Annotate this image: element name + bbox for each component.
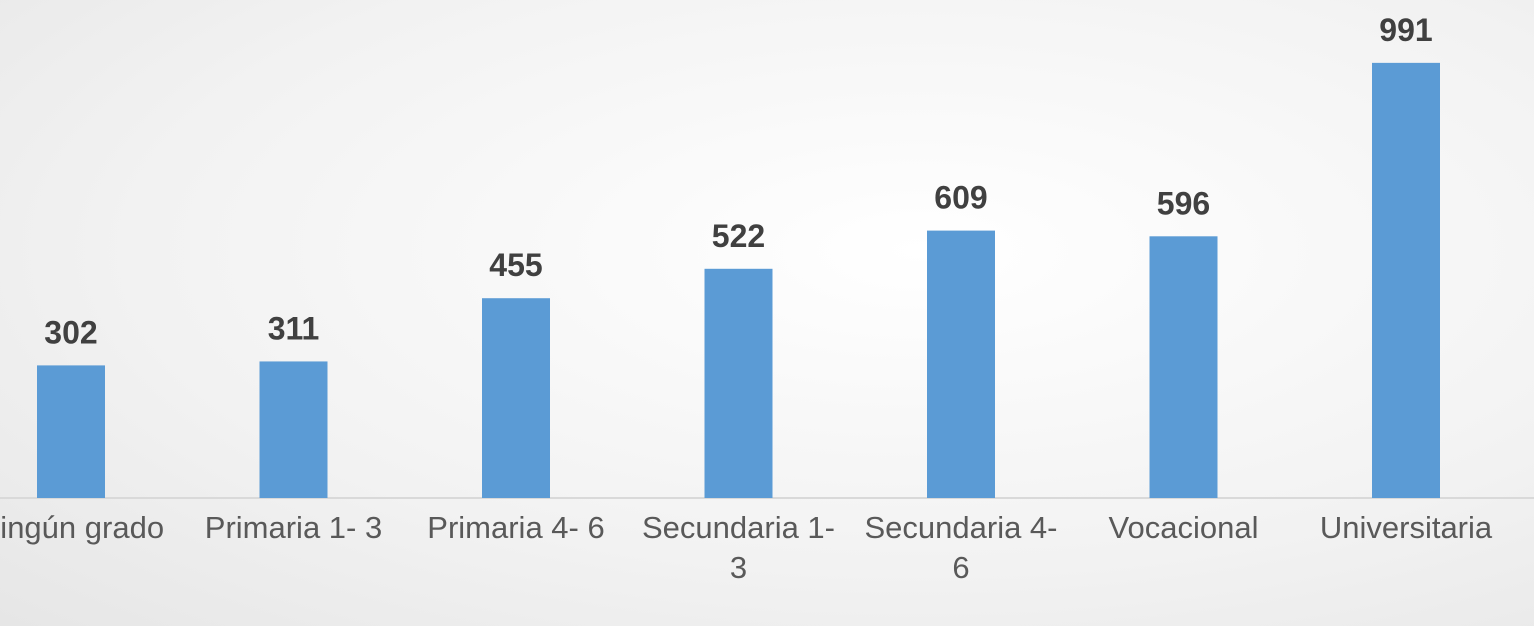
bar	[1372, 62, 1440, 499]
x-tick-label: Secundaria 1-3	[641, 510, 835, 585]
bar	[704, 268, 773, 498]
data-label: 302	[44, 314, 97, 350]
bar	[1149, 236, 1218, 498]
data-label: 522	[712, 218, 765, 254]
data-label: 991	[1379, 12, 1432, 48]
data-label: 609	[934, 180, 987, 216]
bar	[37, 365, 105, 498]
bar	[482, 298, 550, 498]
x-tick-label: Primaria 4- 6	[427, 510, 605, 545]
x-tick-label: Ningún grado	[0, 510, 165, 545]
x-tick-label: Primaria 1- 3	[204, 510, 383, 545]
bar	[927, 230, 995, 499]
data-label: 311	[268, 310, 320, 346]
data-label: 455	[489, 247, 542, 283]
x-tick-label: Universitaria	[1319, 510, 1493, 545]
bar	[259, 361, 328, 498]
data-label: 596	[1157, 185, 1210, 221]
x-tick-label: Vocacional	[1108, 510, 1259, 545]
x-tick-label: Secundaria 4-6	[864, 510, 1058, 585]
